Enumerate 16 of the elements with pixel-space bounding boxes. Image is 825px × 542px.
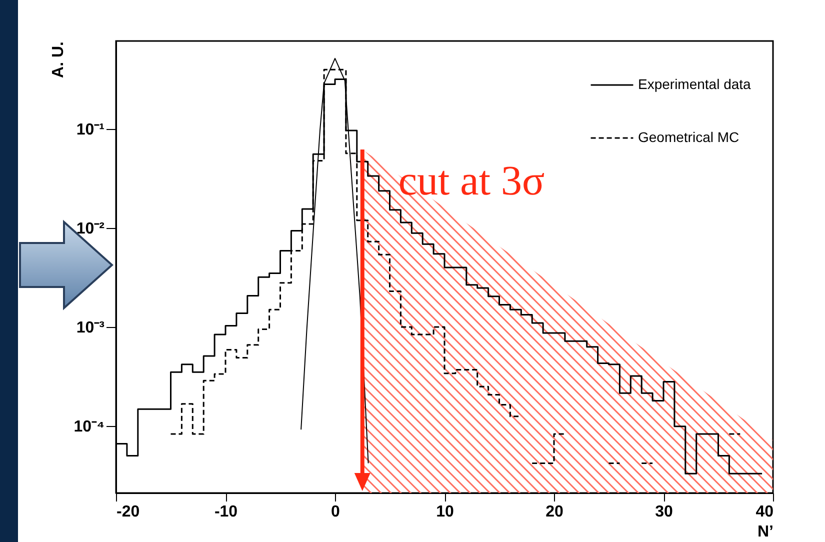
x-tick-label: -20 [116, 504, 140, 520]
y-tick-label: 10⁻³ [76, 320, 104, 337]
y-tick-label: 10⁻⁴ [74, 418, 105, 436]
x-axis-title: N’ [758, 524, 774, 540]
x-tick-label: 40 [756, 504, 774, 520]
x-tick-label: 30 [655, 504, 673, 520]
x-tick-label: 20 [546, 504, 564, 520]
y-tick-label: 10⁻¹ [76, 122, 104, 139]
ref-line-label: cut at 3σ [398, 158, 545, 204]
legend-label: Geometrical MC [638, 129, 740, 145]
x-tick-label: 10 [436, 504, 454, 520]
y-axis-title: A. U. [50, 42, 67, 78]
y-tick-label: 10⁻² [76, 220, 104, 238]
x-tick-label: 0 [331, 504, 340, 520]
legend-label: Experimental data [638, 76, 752, 92]
x-tick-label: -10 [214, 504, 238, 520]
